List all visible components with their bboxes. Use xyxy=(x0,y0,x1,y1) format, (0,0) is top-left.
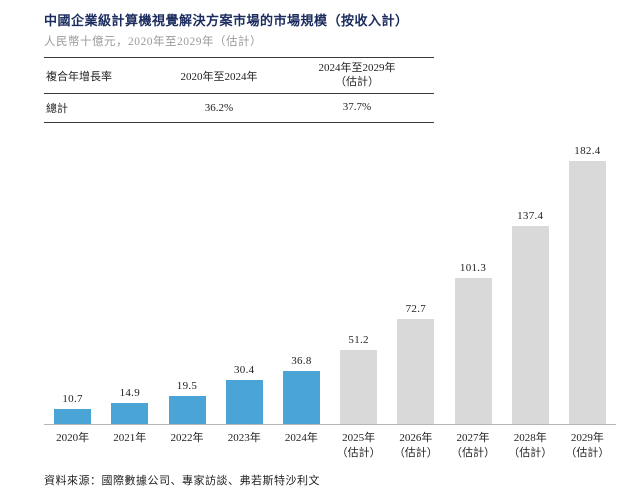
x-axis-label-line2: （估計） xyxy=(451,447,496,460)
cagr-2024-2029-value: 37.7% xyxy=(342,100,372,113)
x-axis-label: 2022年 xyxy=(170,431,204,444)
bar-value-label: 19.5 xyxy=(176,379,198,392)
bar-value-label: 36.8 xyxy=(291,354,312,367)
bar xyxy=(397,318,435,424)
cagr-2020-2024-value: 36.2% xyxy=(204,101,234,114)
x-axis-label: 2029年 （估計） xyxy=(559,431,616,463)
page-title: 中國企業級計算機視覺解決方案市場的市場規模（按收入計） xyxy=(44,13,409,28)
bar xyxy=(454,277,492,424)
bar-value-label: 101.3 xyxy=(459,261,487,274)
bar-group: 10.7 xyxy=(44,393,101,424)
bar-group: 14.9 xyxy=(101,387,158,424)
x-axis-label-line1: 2025年 xyxy=(342,431,376,444)
bar xyxy=(225,379,263,424)
x-axis-label-line2: （估計） xyxy=(508,447,553,460)
cagr-metric-header: 複合年增長率 xyxy=(46,70,112,83)
cagr-total-label: 總計 xyxy=(46,102,68,115)
source-note: 資料來源：國際數據公司、專家訪談、弗若斯特沙利文 xyxy=(44,475,320,488)
x-axis-label: 2024年 xyxy=(284,431,318,444)
bar xyxy=(568,160,606,424)
bar-group: 137.4 xyxy=(502,210,559,424)
bar xyxy=(340,349,378,424)
cagr-period2-header: 2024年至2029年 （估計） xyxy=(282,62,432,90)
x-axis-label: 2026年 （估計） xyxy=(387,431,444,463)
bar-value-label: 51.2 xyxy=(348,333,369,346)
cagr-table-total-row: 總計 36.2% 37.7% xyxy=(44,94,434,123)
x-axis-label: 2027年 （估計） xyxy=(444,431,501,463)
bar-value-label: 10.7 xyxy=(62,392,83,405)
bar-group: 72.7 xyxy=(387,303,444,424)
bars-row: 10.7 14.9 19.5 30.4 36.8 51.2 72.7 101.3 137.4 18… xyxy=(44,137,616,425)
bar-group: 101.3 xyxy=(444,262,501,424)
bar xyxy=(54,408,92,424)
page-subtitle: 人民幣十億元，2020年至2029年（估計） xyxy=(44,36,262,48)
x-axis-label-line2: （估計） xyxy=(393,447,438,460)
page: 中國企業級計算機視覺解決方案市場的市場規模（按收入計） 人民幣十億元，2020年… xyxy=(44,13,616,487)
market-size-bar-chart: 10.7 14.9 19.5 30.4 36.8 51.2 72.7 101.3 137.4 18… xyxy=(44,137,616,463)
bar xyxy=(168,395,206,424)
cagr-table: 複合年增長率 2020年至2024年 2024年至2029年 （估計） 總計 3… xyxy=(44,57,434,123)
x-axis-label-line1: 2026年 xyxy=(399,431,433,444)
x-axis-label: 2021年 xyxy=(113,431,147,444)
cagr-period2-header-line1: 2024年至2029年 xyxy=(318,62,396,74)
bar-group: 19.5 xyxy=(158,380,215,424)
cagr-period2-header-line2: （估計） xyxy=(335,75,379,88)
x-axis-label-line2: （估計） xyxy=(565,447,610,460)
x-axis-label-line1: 2027年 xyxy=(456,431,490,444)
x-axis-label-line1: 2028年 xyxy=(513,431,547,444)
bar xyxy=(111,402,149,424)
cagr-period1-header: 2020年至2024年 xyxy=(180,70,258,83)
bar-group: 36.8 xyxy=(273,355,330,424)
bar-value-label: 182.4 xyxy=(574,144,601,157)
bar-value-label: 72.7 xyxy=(405,302,427,315)
bar-value-label: 14.9 xyxy=(119,386,141,399)
x-axis-label: 2020年 xyxy=(56,431,90,444)
x-axis-label: 2023年 xyxy=(227,431,261,444)
bar xyxy=(511,225,549,424)
bar-group: 182.4 xyxy=(559,145,616,424)
bar-group: 30.4 xyxy=(216,364,273,424)
bar-value-label: 30.4 xyxy=(233,363,255,376)
bar-value-label: 137.4 xyxy=(517,209,544,222)
bar-group: 51.2 xyxy=(330,334,387,424)
x-axis-label: 2028年 （估計） xyxy=(502,431,559,463)
cagr-table-header-row: 複合年增長率 2020年至2024年 2024年至2029年 （估計） xyxy=(44,58,434,94)
x-axis-label-line2: （估計） xyxy=(336,447,381,460)
x-axis-label-line1: 2029年 xyxy=(570,431,604,444)
x-axis-label: 2025年 （估計） xyxy=(330,431,387,463)
bar xyxy=(282,370,320,424)
x-axis-labels: 2020年 2021年 2022年 2023年 2024年 2025年 （估計） 2026年 （… xyxy=(44,431,616,463)
